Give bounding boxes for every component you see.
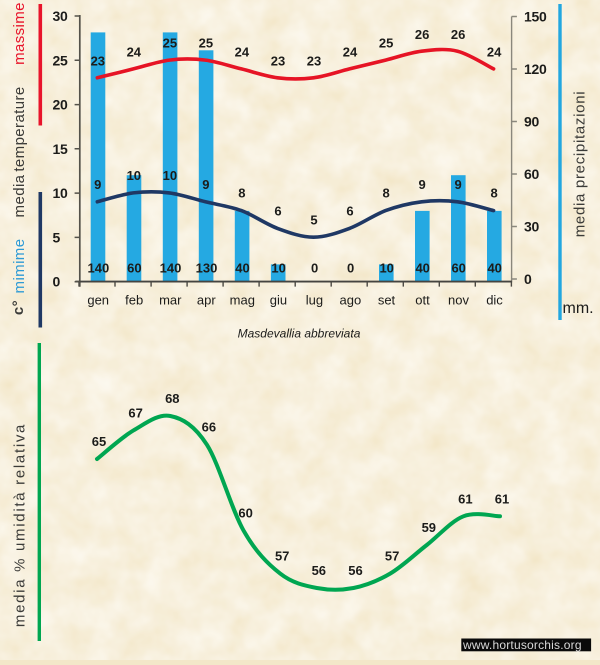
svg-text:media % umidità relativa: media % umidità relativa	[12, 423, 29, 627]
svg-text:10: 10	[127, 168, 141, 183]
svg-text:40: 40	[487, 261, 501, 276]
svg-text:mag: mag	[230, 293, 255, 308]
svg-text:23: 23	[91, 53, 105, 68]
svg-text:66: 66	[202, 420, 216, 435]
svg-text:20: 20	[53, 97, 68, 113]
svg-text:mm.: mm.	[563, 300, 594, 317]
svg-text:56: 56	[348, 563, 362, 578]
svg-text:c°: c°	[10, 300, 27, 315]
svg-text:9: 9	[418, 177, 425, 192]
svg-text:lug: lug	[306, 293, 323, 308]
svg-text:140: 140	[160, 261, 182, 276]
svg-text:26: 26	[451, 27, 465, 42]
svg-text:60: 60	[127, 261, 141, 276]
svg-text:0: 0	[53, 274, 61, 290]
svg-text:24: 24	[127, 45, 142, 60]
svg-text:temperature: temperature	[11, 86, 28, 171]
svg-text:mimime: mimime	[11, 239, 28, 294]
svg-text:25: 25	[163, 36, 177, 51]
svg-text:57: 57	[385, 549, 399, 564]
svg-text:24: 24	[487, 45, 502, 60]
svg-text:dic: dic	[486, 293, 503, 308]
svg-text:0: 0	[524, 271, 532, 287]
svg-text:10: 10	[271, 261, 285, 276]
svg-text:10: 10	[379, 261, 393, 276]
svg-text:90: 90	[524, 114, 539, 130]
svg-text:gen: gen	[87, 293, 109, 308]
svg-text:30: 30	[524, 219, 539, 235]
svg-text:0: 0	[347, 261, 354, 276]
svg-text:5: 5	[53, 229, 61, 245]
svg-text:apr: apr	[197, 293, 216, 308]
svg-text:40: 40	[235, 261, 249, 276]
svg-text:ott: ott	[415, 293, 430, 308]
svg-text:24: 24	[235, 45, 250, 60]
svg-text:61: 61	[495, 491, 509, 506]
svg-text:5: 5	[310, 212, 317, 227]
svg-text:0: 0	[311, 261, 318, 276]
svg-text:23: 23	[271, 53, 285, 68]
svg-text:10: 10	[53, 185, 68, 201]
svg-text:150: 150	[524, 9, 547, 25]
svg-text:57: 57	[275, 549, 289, 564]
svg-text:59: 59	[422, 520, 436, 535]
svg-text:23: 23	[307, 53, 321, 68]
svg-text:61: 61	[458, 491, 472, 506]
svg-text:67: 67	[128, 405, 142, 420]
svg-text:120: 120	[524, 61, 547, 77]
svg-text:giu: giu	[270, 293, 287, 308]
svg-text:130: 130	[196, 261, 218, 276]
svg-text:26: 26	[415, 27, 429, 42]
svg-text:40: 40	[415, 261, 429, 276]
svg-text:25: 25	[379, 36, 393, 51]
svg-text:8: 8	[382, 186, 389, 201]
svg-text:10: 10	[163, 168, 177, 183]
svg-text:nov: nov	[448, 293, 469, 308]
svg-text:24: 24	[343, 45, 358, 60]
svg-text:56: 56	[312, 563, 326, 578]
svg-text:68: 68	[165, 391, 179, 406]
svg-text:140: 140	[88, 261, 110, 276]
svg-text:15: 15	[53, 141, 68, 157]
svg-text:9: 9	[454, 177, 461, 192]
svg-text:www.hortusorchis.org: www.hortusorchis.org	[462, 638, 582, 652]
svg-text:ago: ago	[340, 293, 362, 308]
svg-text:65: 65	[92, 434, 106, 449]
svg-text:massime: massime	[11, 2, 28, 65]
svg-text:60: 60	[238, 506, 252, 521]
svg-text:30: 30	[53, 8, 68, 24]
svg-text:6: 6	[274, 204, 281, 219]
svg-text:Masdevallia abbreviata: Masdevallia abbreviata	[238, 326, 361, 340]
svg-text:25: 25	[199, 36, 213, 51]
svg-text:feb: feb	[125, 293, 143, 308]
svg-text:mar: mar	[159, 293, 182, 308]
svg-text:media precipitazioni: media precipitazioni	[572, 91, 589, 238]
svg-text:8: 8	[490, 186, 497, 201]
svg-text:8: 8	[238, 186, 245, 201]
svg-text:set: set	[378, 293, 396, 308]
svg-text:9: 9	[202, 177, 209, 192]
svg-text:60: 60	[451, 261, 465, 276]
svg-text:6: 6	[346, 204, 353, 219]
svg-text:60: 60	[524, 166, 539, 182]
svg-text:25: 25	[53, 52, 68, 68]
svg-text:media: media	[11, 174, 28, 217]
svg-text:9: 9	[94, 177, 101, 192]
